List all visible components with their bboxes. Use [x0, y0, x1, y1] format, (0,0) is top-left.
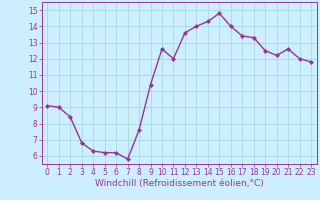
- X-axis label: Windchill (Refroidissement éolien,°C): Windchill (Refroidissement éolien,°C): [95, 179, 264, 188]
